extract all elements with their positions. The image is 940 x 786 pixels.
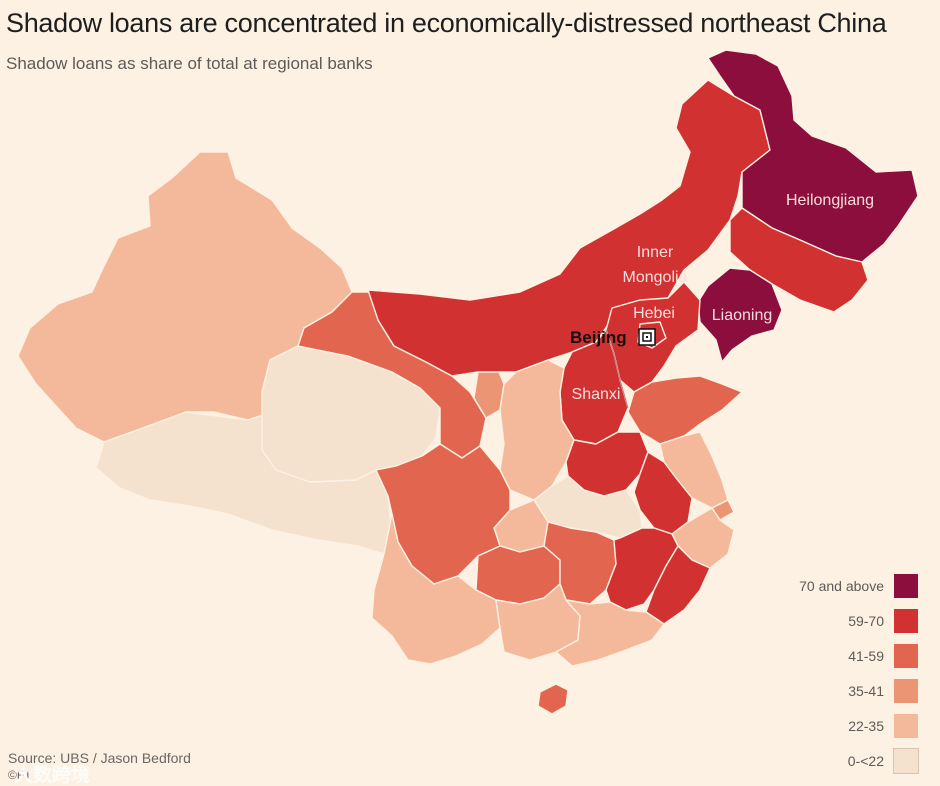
label-inner-mongolia-2: Mongolia [623, 269, 688, 286]
region-shandong [627, 375, 743, 445]
region-guangdong [555, 599, 665, 667]
legend-label: 35-41 [848, 682, 884, 699]
border-hebei-shanxi [605, 329, 629, 409]
label-beijing: Beijing [570, 328, 627, 347]
legend-item: 70 and above [758, 568, 918, 603]
legend-item: 35-41 [758, 673, 918, 708]
label-heilongjiang: Heilongjiang [786, 192, 874, 209]
legend-item: 41-59 [758, 638, 918, 673]
region-hunan [543, 521, 617, 605]
region-henan [565, 431, 649, 497]
legend: 70 and above 59-70 41-59 35-41 22-35 0-<… [758, 568, 919, 778]
legend-swatch [894, 608, 918, 633]
region-liaoning [697, 267, 783, 363]
chart-title: Shadow loans are concentrated in economi… [6, 8, 887, 38]
legend-swatch [894, 713, 918, 738]
legend-label: 41-59 [848, 647, 884, 664]
chart-subtitle: Shadow loans as share of total at region… [6, 54, 373, 73]
legend-label: 59-70 [848, 612, 884, 629]
region-hainan [537, 683, 569, 715]
legend-swatch [894, 643, 918, 668]
beijing-marker-icon [638, 328, 656, 346]
label-liaoning: Liaoning [712, 307, 773, 324]
legend-label: 0-<22 [847, 752, 884, 769]
legend-swatch [893, 747, 919, 774]
region-tibet [95, 411, 393, 555]
region-heilongjiang [707, 49, 919, 263]
legend-swatch [894, 573, 918, 598]
legend-item: 0-<22 [758, 743, 919, 778]
legend-item: 22-35 [758, 708, 918, 743]
legend-label: 70 and above [799, 577, 884, 594]
legend-label: 22-35 [848, 717, 884, 734]
label-shanxi: Shanxi [572, 386, 621, 403]
label-hebei: Hebei [633, 305, 675, 322]
legend-item: 59-70 [758, 603, 918, 638]
watermark: 大数跨境 [14, 765, 91, 786]
source-note: Source: UBS / Jason Bedford [8, 750, 191, 766]
label-inner-mongolia-1: Inner [637, 244, 674, 261]
ft-logo: ©FT [8, 768, 32, 782]
legend-swatch [894, 678, 918, 703]
